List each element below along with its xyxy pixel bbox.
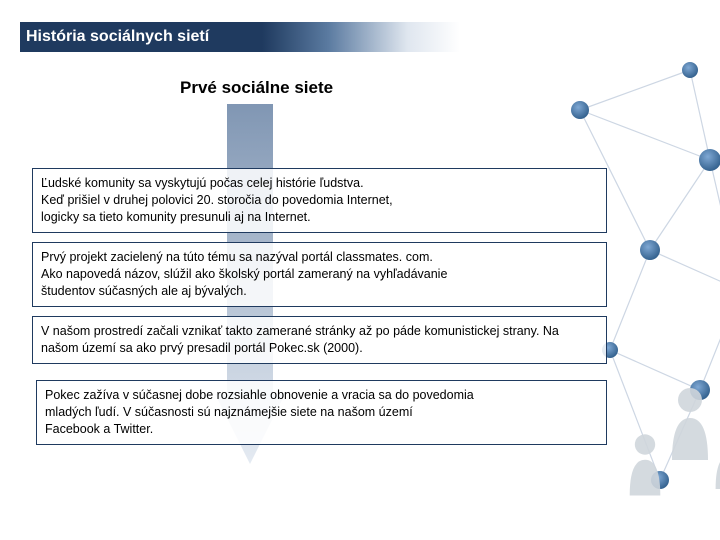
content-box-3: V našom prostredí začali vznikať takto z…	[32, 316, 607, 364]
slide-subtitle: Prvé sociálne siete	[180, 78, 333, 98]
content-box-2: Prvý projekt zacielený na túto tému sa n…	[32, 242, 607, 307]
slide-title-bar: História sociálnych sietí	[20, 22, 460, 52]
content-box-4: Pokec zažíva v súčasnej dobe rozsiahle o…	[36, 380, 607, 445]
content-text-3: V našom prostredí začali vznikať takto z…	[41, 324, 559, 355]
content-box-1: Ľudské komunity sa vyskytujú počas celej…	[32, 168, 607, 233]
content-text-4: Pokec zažíva v súčasnej dobe rozsiahle o…	[45, 388, 474, 436]
slide-title-text: História sociálnych sietí	[26, 28, 209, 46]
content-text-1: Ľudské komunity sa vyskytujú počas celej…	[41, 176, 393, 224]
content-text-2: Prvý projekt zacielený na túto tému sa n…	[41, 250, 447, 298]
